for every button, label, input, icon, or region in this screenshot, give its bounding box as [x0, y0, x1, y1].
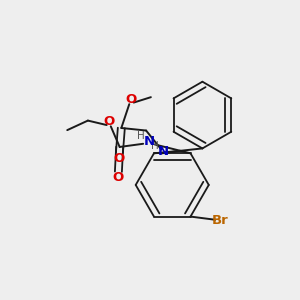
Text: H: H — [137, 130, 145, 140]
Text: O: O — [126, 93, 137, 106]
Text: Br: Br — [212, 214, 228, 227]
Text: O: O — [112, 171, 123, 184]
Text: N: N — [144, 135, 155, 148]
Text: O: O — [104, 115, 115, 128]
Text: O: O — [113, 152, 124, 165]
Text: N: N — [158, 145, 169, 158]
Text: H: H — [151, 141, 159, 151]
